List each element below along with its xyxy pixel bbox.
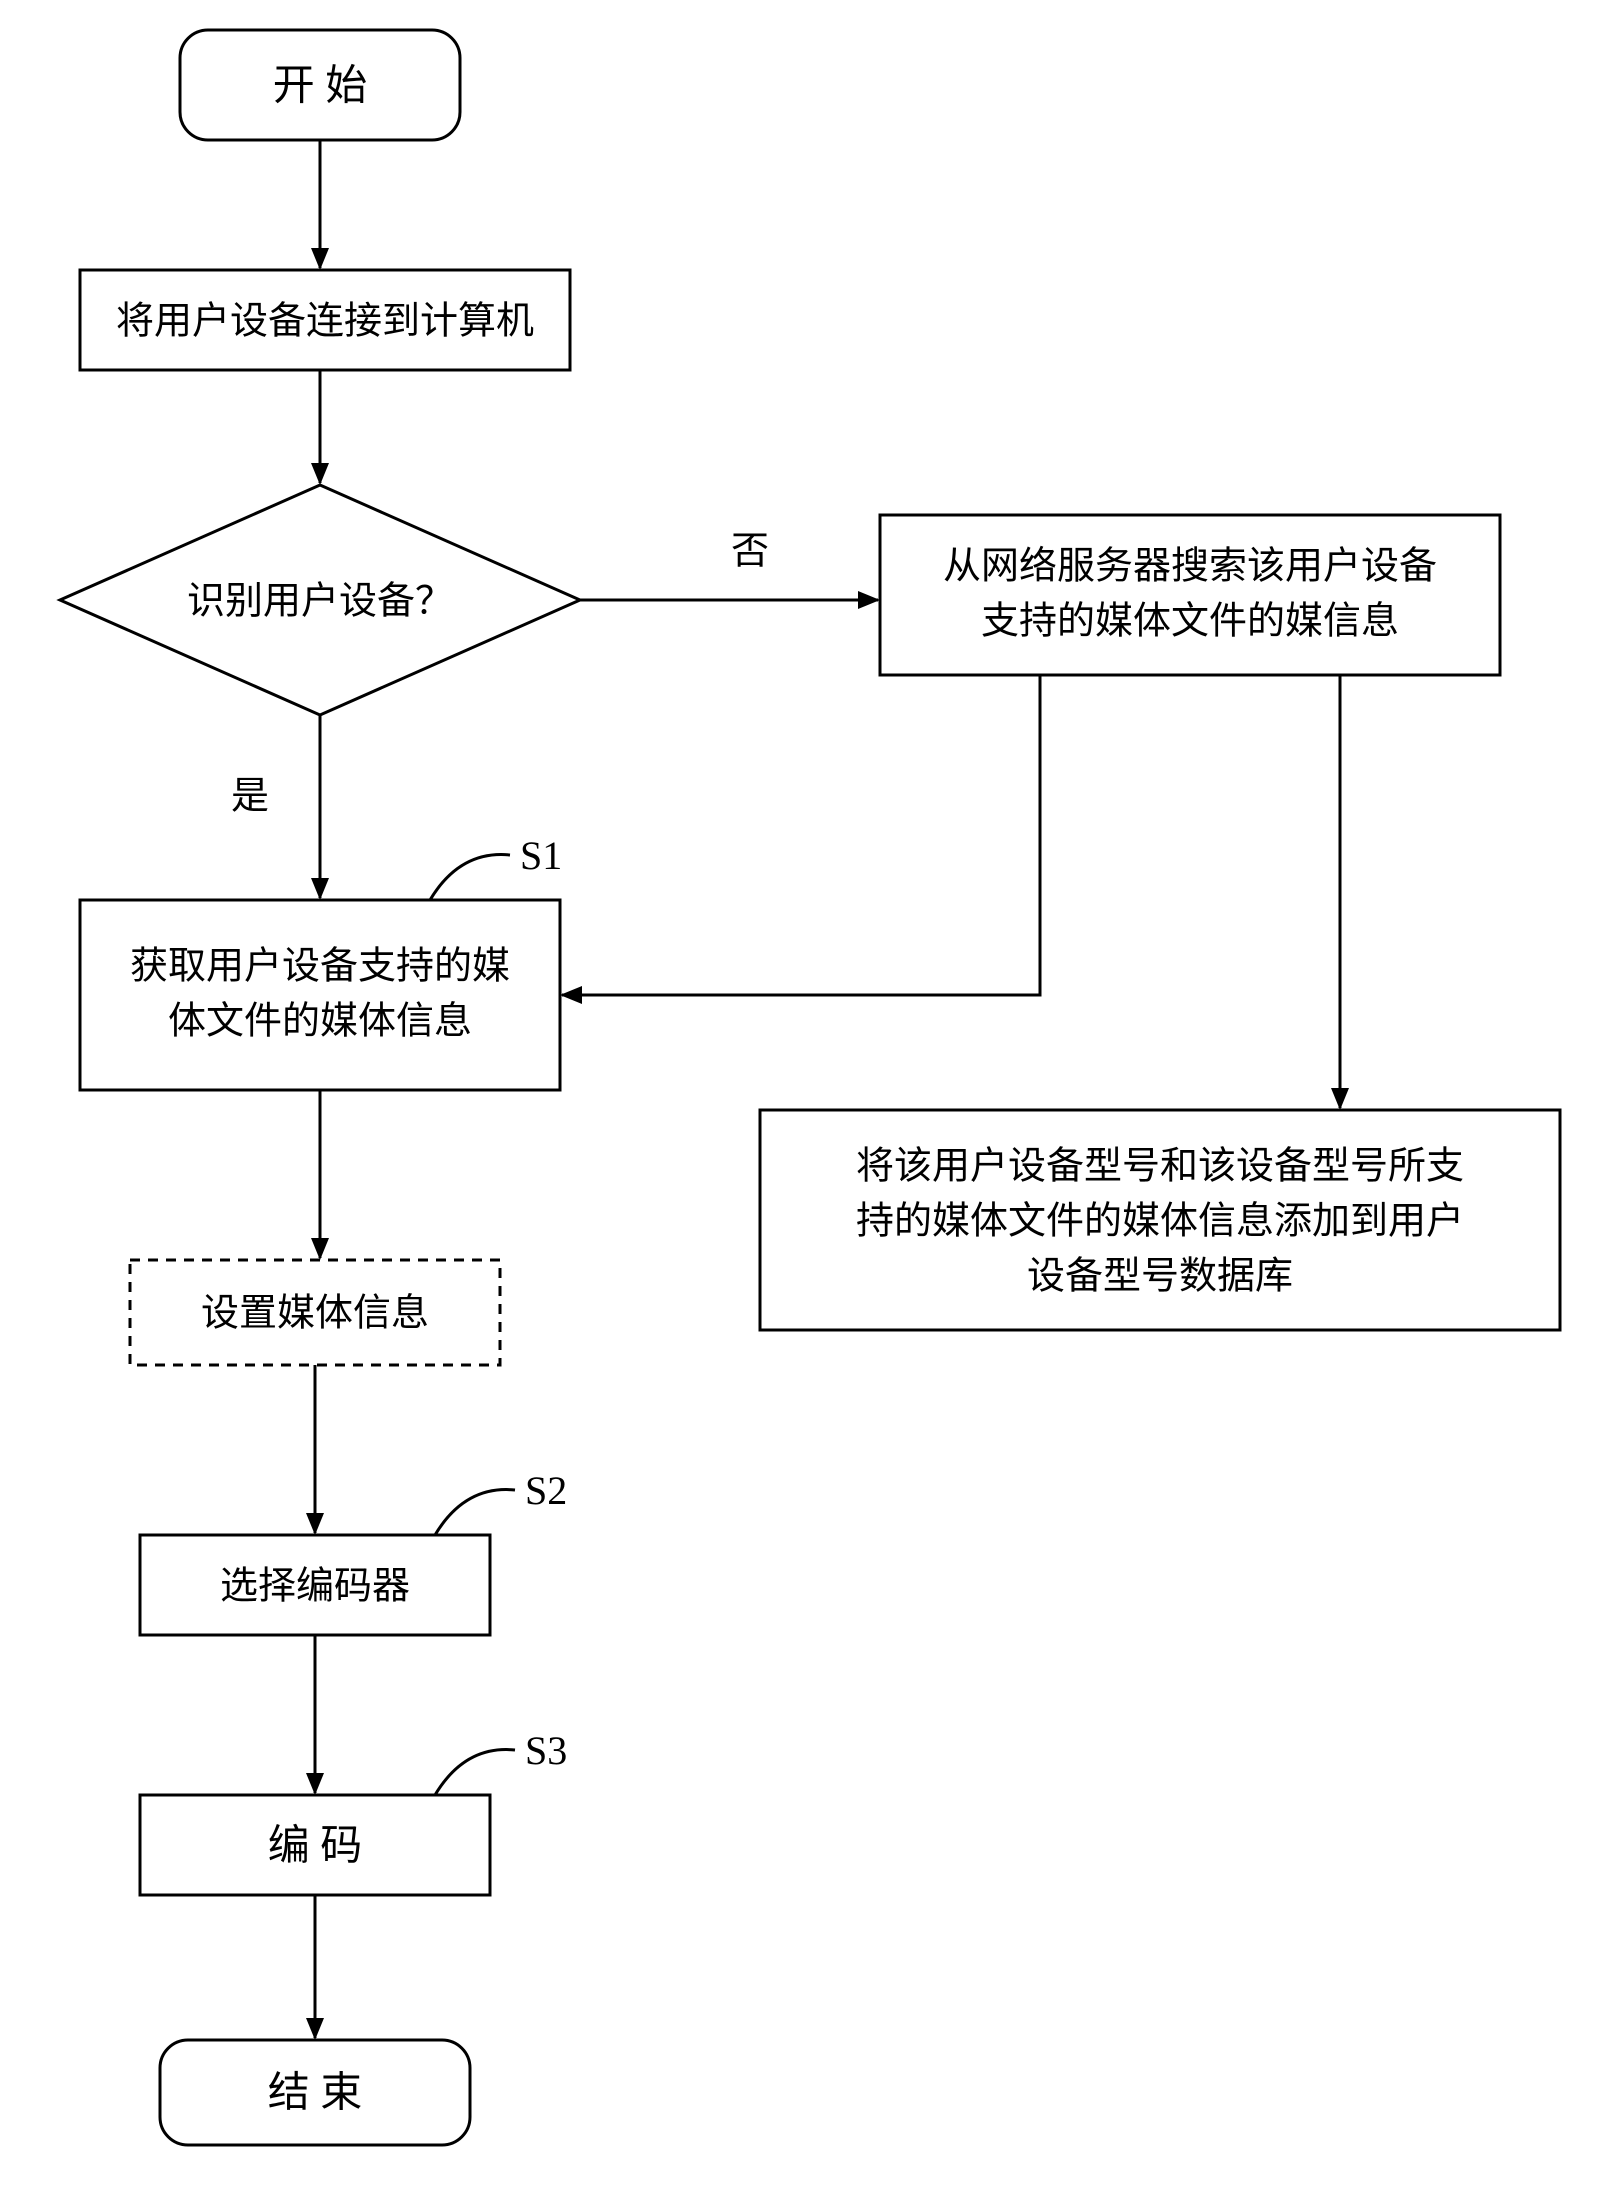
node-connect-label: 将用户设备连接到计算机	[116, 301, 534, 343]
node-search-line2: 支持的媒体文件的媒信息	[981, 601, 1399, 643]
node-search: 从网络服务器搜索该用户设备 支持的媒体文件的媒信息	[880, 515, 1500, 675]
node-connect: 将用户设备连接到计算机	[80, 270, 570, 370]
step-label-s3-text: S3	[525, 1728, 567, 1773]
node-adddb-line2: 持的媒体文件的媒体信息添加到用户	[856, 1201, 1464, 1243]
flowchart-diagram: 开 始 将用户设备连接到计算机 识别用户设备？ 获取用户设备支持的媒 体文件的媒…	[0, 0, 1619, 2201]
step-label-s1-text: S1	[520, 833, 562, 878]
node-start: 开 始	[180, 30, 460, 140]
edge-label-no: 否	[731, 531, 769, 573]
node-s2-label: 选择编码器	[220, 1566, 410, 1608]
node-end-label: 结 束	[268, 2071, 363, 2117]
step-label-s2-text: S2	[525, 1468, 567, 1513]
node-decide: 识别用户设备？	[60, 485, 580, 715]
edge-search-s1	[562, 675, 1040, 995]
node-end: 结 束	[160, 2040, 470, 2145]
node-start-label: 开 始	[273, 64, 368, 110]
node-s1-line2: 体文件的媒体信息	[168, 1001, 472, 1043]
step-label-s1: S1	[430, 833, 562, 900]
node-setmedia: 设置媒体信息	[130, 1260, 500, 1365]
step-label-s3: S3	[435, 1728, 567, 1795]
node-s2: 选择编码器	[140, 1535, 490, 1635]
step-label-s2: S2	[435, 1468, 567, 1535]
node-setmedia-label: 设置媒体信息	[201, 1293, 429, 1335]
node-search-line1: 从网络服务器搜索该用户设备	[943, 546, 1437, 588]
node-s3: 编 码	[140, 1795, 490, 1895]
node-adddb: 将该用户设备型号和该设备型号所支 持的媒体文件的媒体信息添加到用户 设备型号数据…	[760, 1110, 1560, 1330]
node-adddb-line3: 设备型号数据库	[1027, 1256, 1293, 1298]
edge-label-yes: 是	[231, 776, 269, 818]
node-s1: 获取用户设备支持的媒 体文件的媒体信息	[80, 900, 560, 1090]
node-decide-label: 识别用户设备？	[187, 581, 453, 623]
node-adddb-line1: 将该用户设备型号和该设备型号所支	[856, 1146, 1464, 1188]
node-s1-line1: 获取用户设备支持的媒	[130, 946, 510, 988]
node-s3-label: 编 码	[268, 1824, 363, 1870]
